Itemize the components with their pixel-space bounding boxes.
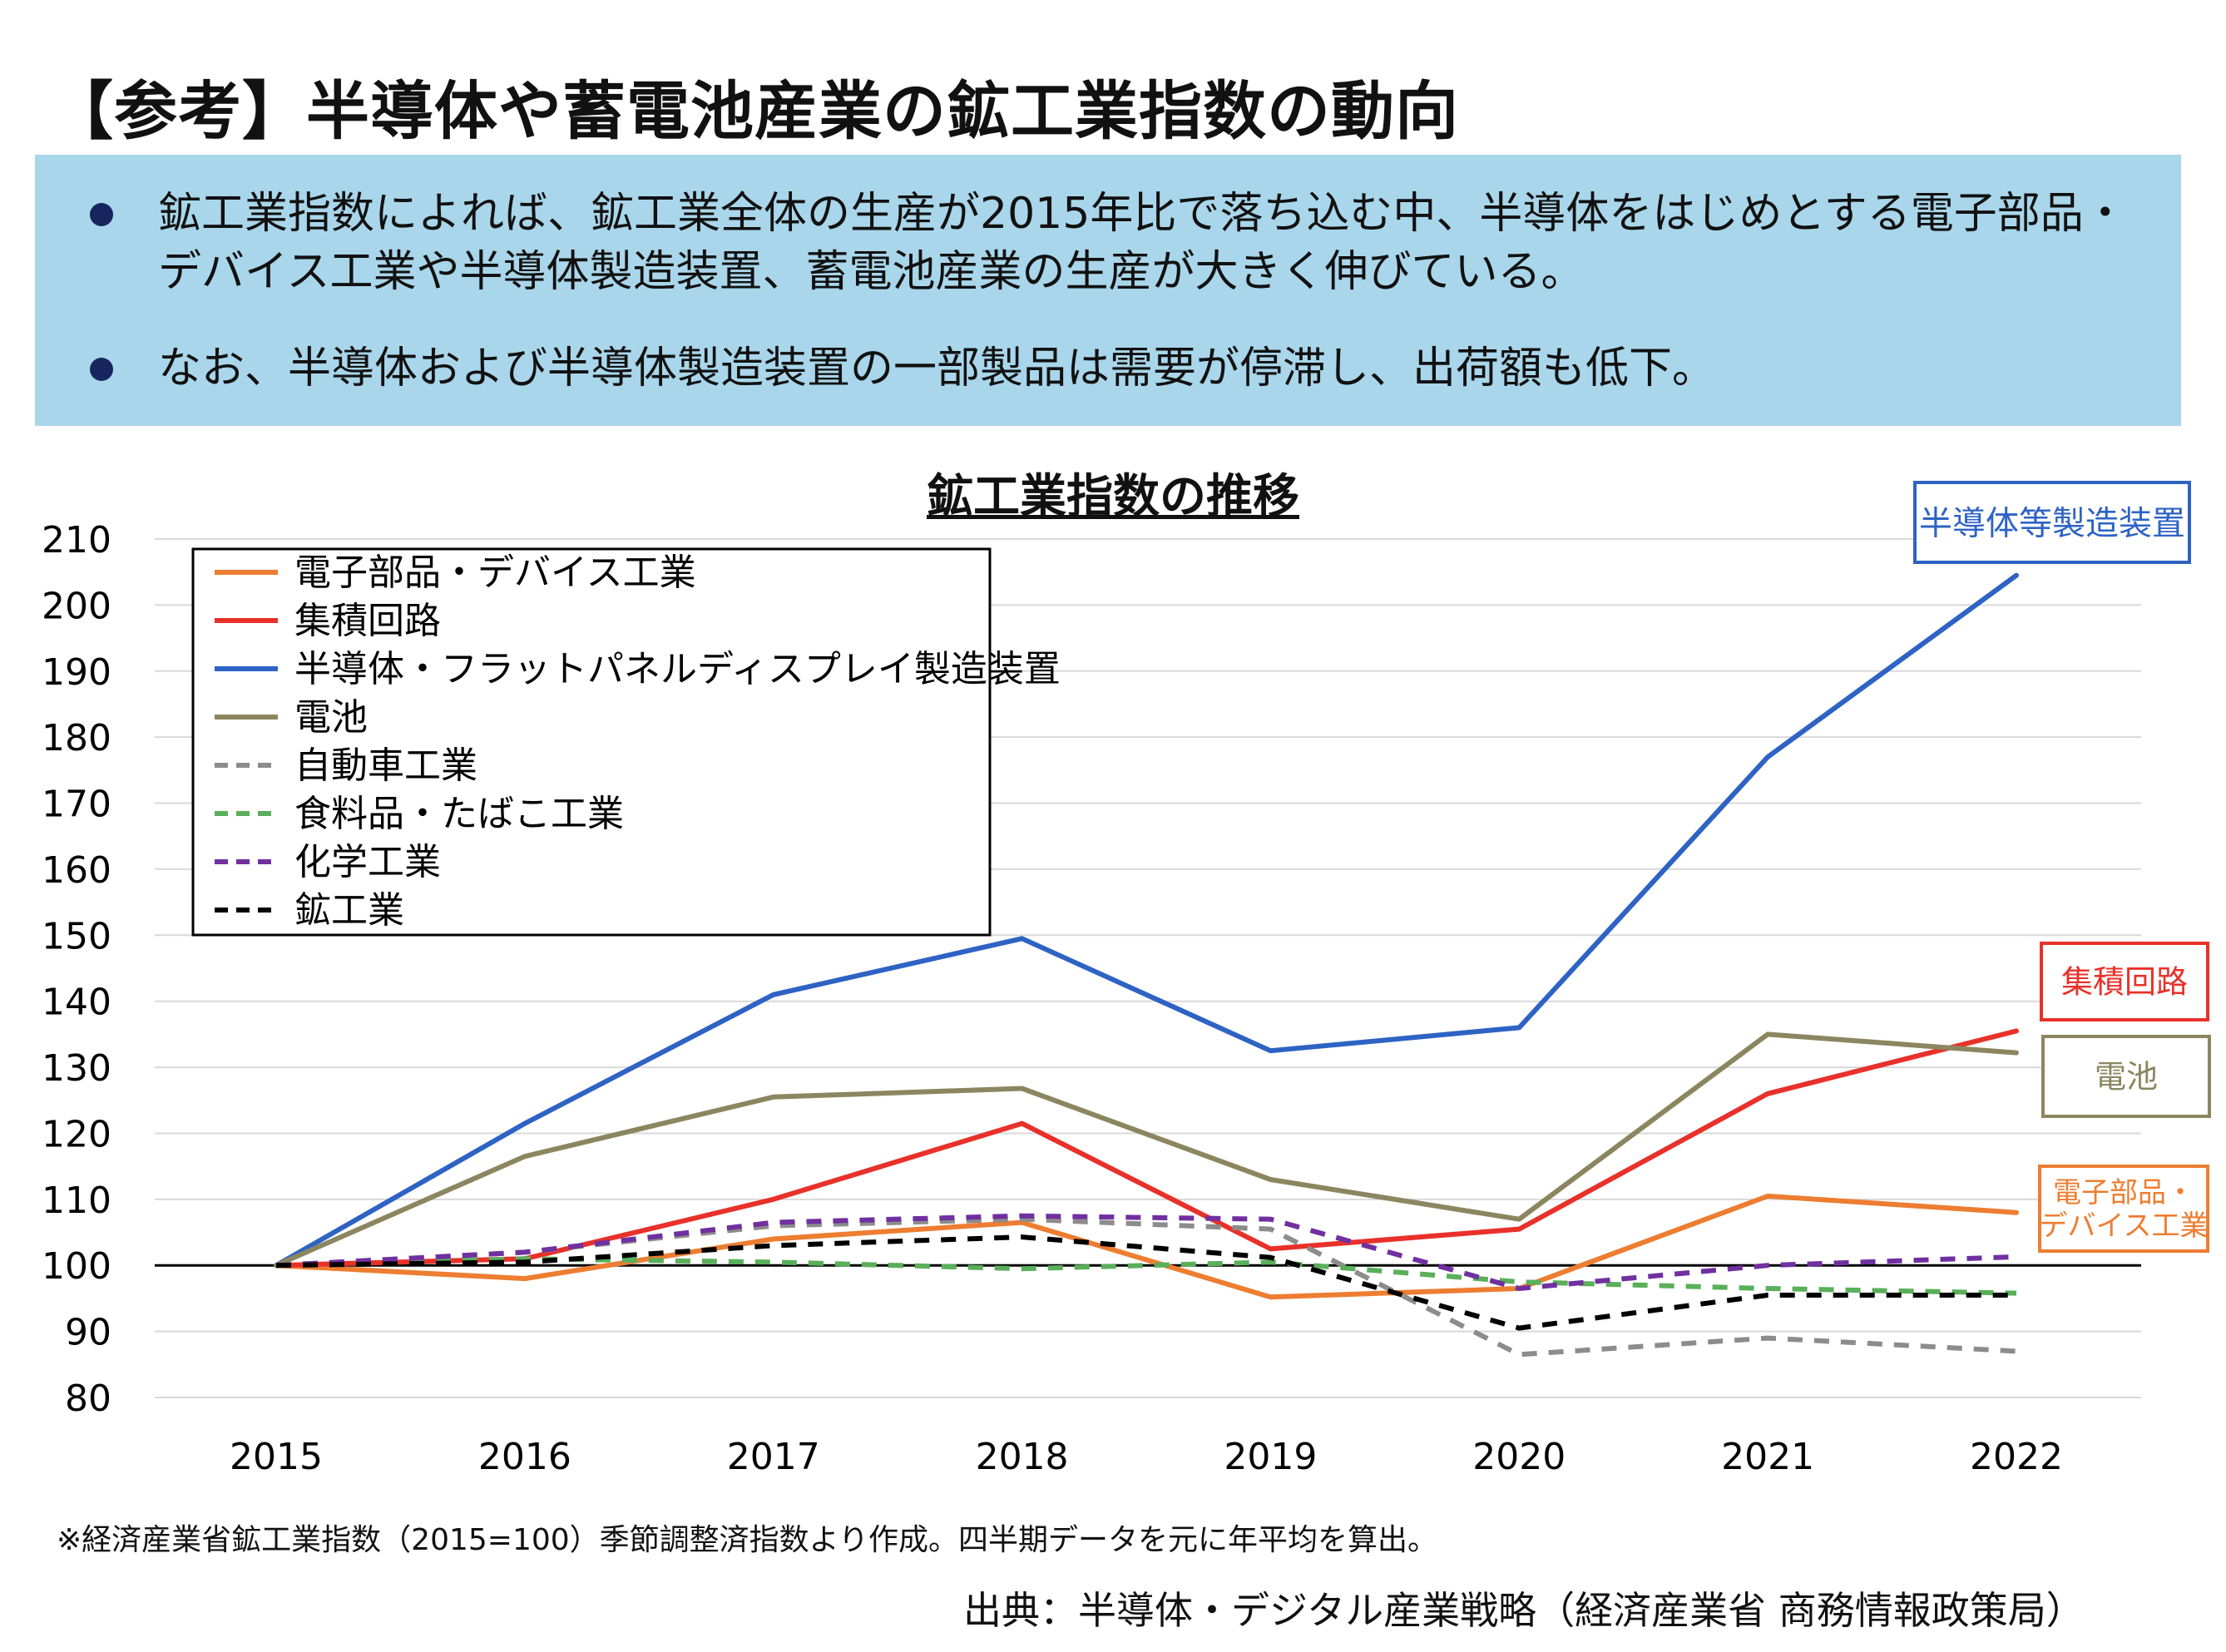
y-tick-label: 130 (42, 1047, 111, 1090)
legend-label: 集積回路 (294, 600, 441, 642)
annotation-label: 半導体等製造装置 (1919, 504, 2185, 542)
y-tick-label: 100 (42, 1245, 111, 1288)
y-tick-label: 160 (42, 849, 111, 892)
legend-label: 電子部品・デバイス工業 (294, 551, 696, 594)
x-tick-label: 2019 (1224, 1436, 1317, 1478)
annotation-box (1913, 481, 2191, 564)
bullet-text: 鉱工業指数によれば、鉱工業全体の生産が2015年比で落ち込む中、半導体をはじめと… (158, 189, 2127, 297)
footnote: ※経済産業省鉱工業指数（2015=100）季節調整済指数より作成。四半期データを… (57, 1523, 1437, 1557)
source-citation: 出典：半導体・デジタル産業戦略（経済産業省 商務情報政策局） (963, 1588, 2085, 1633)
annotation-box (2038, 1165, 2209, 1253)
bullet-dot-icon (90, 203, 113, 226)
x-tick-label: 2015 (230, 1436, 323, 1478)
y-tick-label: 190 (42, 651, 111, 694)
annotation-label: 電子部品・ (2053, 1176, 2194, 1209)
y-tick-label: 110 (42, 1180, 111, 1222)
y-tick-label: 120 (42, 1113, 111, 1155)
legend-label: 自動車工業 (294, 744, 477, 787)
annotation-label: 電池 (2095, 1059, 2158, 1096)
chart-title: 鉱工業指数の推移 (927, 470, 1299, 524)
series-line (274, 572, 2019, 1269)
annotation-box (2040, 942, 2209, 1021)
series-line (275, 1234, 2016, 1331)
y-tick-label: 80 (65, 1377, 111, 1420)
y-tick-label: 140 (42, 982, 111, 1024)
legend (191, 547, 992, 937)
summary-box (35, 155, 2181, 426)
y-tick-label: 90 (65, 1312, 111, 1354)
x-tick-label: 2020 (1472, 1436, 1566, 1478)
legend-label: 半導体・フラットパネルディスプレイ製造装置 (294, 648, 1061, 690)
x-tick-label: 2016 (478, 1436, 571, 1478)
legend-label: 鉱工業 (294, 889, 404, 932)
series-line (275, 1256, 2017, 1296)
y-tick-label: 210 (42, 519, 111, 561)
legend-label: 電池 (294, 696, 368, 739)
bullet-text: なお、半導体および半導体製造装置の一部製品は需要が停滞し、出荷額も低下。 (158, 344, 1716, 393)
series-line (275, 1216, 2017, 1358)
x-tick-label: 2021 (1721, 1436, 1814, 1478)
y-tick-label: 170 (42, 784, 111, 826)
x-tick-label: 2022 (1970, 1436, 2063, 1478)
annotation-label: 集積回路 (2061, 964, 2188, 1001)
legend-label: 化学工業 (294, 841, 441, 883)
annotation-box (2041, 1035, 2211, 1118)
y-tick-label: 180 (42, 717, 111, 759)
bullet-dot-icon (90, 358, 113, 381)
series-line (274, 1193, 2019, 1300)
y-tick-label: 150 (42, 915, 111, 957)
series-line (274, 1028, 2019, 1269)
x-tick-label: 2018 (976, 1436, 1069, 1478)
series-line (274, 1031, 2019, 1269)
annotation-label: デバイス工業 (2040, 1209, 2209, 1243)
y-tick-label: 200 (42, 585, 111, 627)
x-tick-label: 2017 (727, 1436, 820, 1478)
legend-label: 食料品・たばこ工業 (294, 793, 624, 835)
page-title: 【参考】半導体や蓄電池産業の鉱工業指数の動向 (50, 74, 1459, 148)
